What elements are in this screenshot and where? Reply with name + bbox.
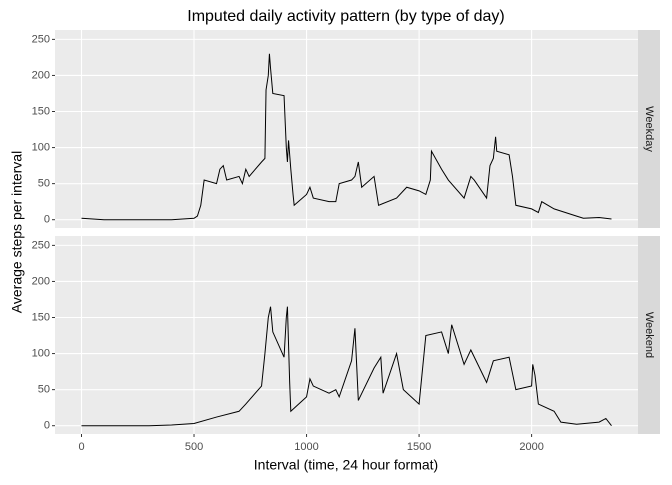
- strip-label: Weekday: [643, 106, 655, 152]
- x-tick-label: 1000: [294, 441, 318, 453]
- y-tick-label: 250: [32, 33, 50, 45]
- strip-label: Weekend: [643, 312, 655, 358]
- line: [81, 306, 612, 427]
- y-tick-label: 250: [32, 239, 50, 251]
- y-tick-label: 0: [44, 420, 50, 432]
- y-tick-label: 0: [44, 214, 50, 226]
- y-tick-label: 100: [32, 347, 50, 359]
- y-tick-label: 100: [32, 141, 50, 153]
- strip-background: [638, 236, 660, 434]
- x-tick-label: 1500: [407, 441, 431, 453]
- panel-background: [55, 30, 638, 228]
- x-axis-title: Interval (time, 24 hour format): [254, 457, 438, 473]
- y-axis-title: Average steps per interval: [9, 151, 25, 313]
- panel-background: [55, 236, 638, 434]
- y-tick-label: 150: [32, 105, 50, 117]
- x-tick-label: 0: [78, 441, 84, 453]
- y-tick-label: 200: [32, 275, 50, 287]
- strip-background: [638, 30, 660, 228]
- chart-title: Imputed daily activity pattern (by type …: [187, 8, 504, 25]
- y-tick-label: 200: [32, 69, 50, 81]
- line: [81, 53, 612, 221]
- y-tick-label: 50: [38, 384, 50, 396]
- x-tick-label: 500: [185, 441, 203, 453]
- x-tick-label: 2000: [519, 441, 543, 453]
- y-tick-label: 50: [38, 178, 50, 190]
- y-tick-label: 150: [32, 311, 50, 323]
